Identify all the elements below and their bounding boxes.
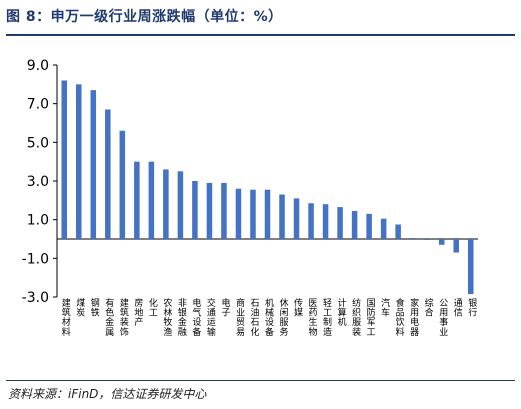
x-tick-label: 化工: [149, 297, 158, 319]
x-tick-label: 钢铁: [91, 297, 100, 319]
chart-header: 图 8：申万一级行业周涨跌幅（单位：%）: [6, 6, 515, 36]
x-tick-label: 休闲服务: [280, 297, 289, 338]
chart-area: -3.0 -1.0 1.0 3.0 5.0 7.0 9.0 建筑材料 煤炭 钢铁 有色金属 建筑装饰房…: [0, 40, 521, 380]
bar: [380, 218, 387, 239]
x-tick-label: 综合: [425, 297, 434, 319]
x-tick-label: 食品饮料: [396, 297, 405, 338]
bar: [453, 239, 459, 253]
x-tick-label: 房地产: [134, 297, 143, 328]
x-tick-label: 公用事业: [439, 298, 448, 338]
bar: [279, 194, 285, 239]
bar: [192, 181, 198, 239]
bar: [235, 188, 242, 239]
x-tick-label: 通信: [454, 298, 463, 319]
bar: [366, 213, 372, 239]
bar: [351, 210, 358, 239]
bar: [148, 161, 155, 239]
y-tick-label: 7.0: [27, 97, 49, 113]
bar-chart: -3.0 -1.0 1.0 3.0 5.0 7.0 9.0 建筑材料煤炭钢铁有色金属建筑装饰房…: [22, 58, 478, 338]
y-tick-label: -1.0: [22, 251, 49, 267]
y-tick-label: 5.0: [27, 135, 49, 151]
chart-title: 图 8：申万一级行业周涨跌幅（单位：%）: [6, 9, 283, 25]
x-tick-label: 交通运输: [207, 297, 216, 338]
bar: [467, 239, 474, 295]
bar: [76, 84, 82, 239]
source-note: 资料来源：iFinD，信达证券研发中心: [8, 387, 207, 401]
bar: [119, 130, 126, 239]
x-tick-label: 计算机: [338, 297, 347, 328]
bar: [293, 198, 300, 239]
x-tick-label: 商业贸易: [236, 297, 245, 338]
x-tick-label: 轻工制造: [323, 297, 332, 338]
source-rule: [6, 380, 515, 381]
x-tick-label: 传媒: [294, 297, 303, 319]
x-tick-label: 石油石化: [250, 299, 259, 338]
bar: [105, 109, 111, 239]
y-tick-label: 1.0: [27, 213, 49, 229]
bar: [395, 224, 401, 239]
x-tick-label: 煤炭: [76, 297, 85, 319]
bar: [90, 90, 97, 239]
x-tick-label: 汽车: [381, 297, 390, 319]
bar: [409, 238, 416, 239]
y-tick-label: 9.0: [27, 58, 49, 74]
bar: [134, 161, 140, 239]
x-tick-label: 建筑材料: [62, 297, 71, 338]
bar: [322, 204, 329, 239]
x-tick-label: 电子: [221, 297, 230, 319]
x-tick-label: 医药生物: [309, 298, 318, 338]
x-tick-label: 电气设备: [192, 297, 201, 338]
bar: [163, 169, 169, 239]
x-tick-label: 家用电器: [410, 297, 419, 338]
bar: [337, 207, 343, 239]
x-tick-label: 机械设备: [265, 297, 274, 338]
x-tick-label: 纺织服装: [352, 297, 361, 338]
y-tick-label: -3.0: [22, 290, 49, 306]
bar: [308, 203, 314, 239]
x-tick-label: 建筑装饰: [120, 297, 129, 338]
x-tick-label: 银行: [468, 297, 477, 319]
bar: [206, 182, 213, 239]
bar: [438, 239, 445, 245]
x-tick-label: 非银金融: [178, 297, 187, 338]
bar: [177, 171, 184, 239]
title-rule: [6, 34, 515, 36]
x-tick-label: 有色金属: [105, 297, 114, 338]
bar: [424, 239, 430, 240]
bar: [250, 189, 256, 239]
y-tick-label: 3.0: [27, 174, 49, 190]
bar: [264, 189, 271, 239]
bar: [61, 80, 68, 239]
x-tick-label: 国防军工: [367, 298, 376, 338]
x-tick-label: 农林牧渔: [163, 297, 172, 338]
bar: [221, 182, 227, 239]
